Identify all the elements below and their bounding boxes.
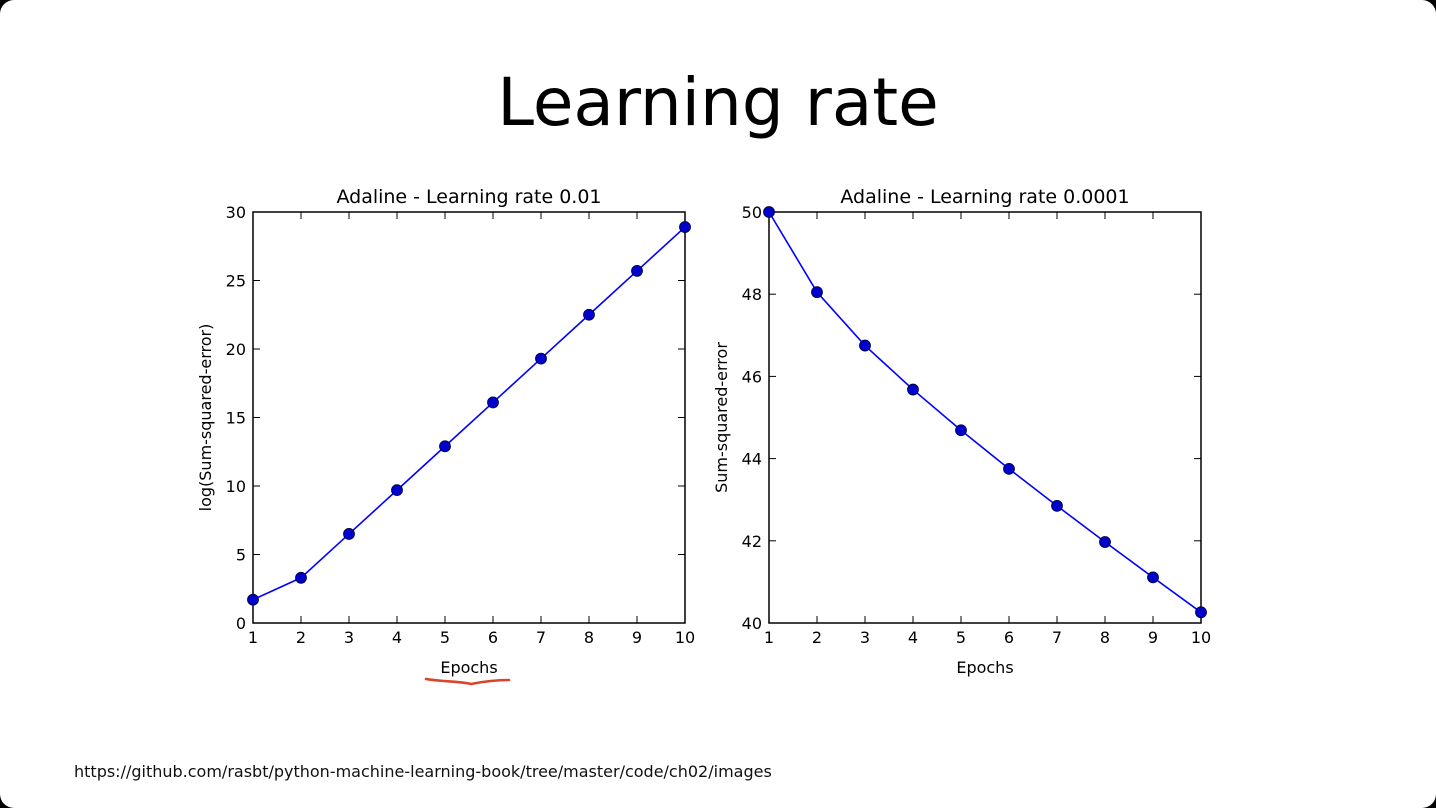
y-axis-label: log(Sum-squared-error): [196, 324, 215, 512]
data-point: [247, 593, 259, 606]
y-axis-label: Sum-squared-error: [712, 342, 731, 493]
data-point: [1099, 536, 1111, 548]
x-tick-label: 5: [956, 628, 966, 647]
x-tick-label: 9: [1148, 628, 1158, 647]
chart-1: Adaline - Learning rate 0.01 1 2 3 4 5 6 7 8 9 10 0…: [196, 186, 695, 686]
x-tick-label: 3: [344, 628, 354, 647]
data-point: [1003, 462, 1015, 475]
x-tick-label: 10: [675, 628, 695, 647]
data-point: [343, 528, 355, 540]
x-tick-label: 7: [536, 628, 546, 647]
y-tick-label: 30: [226, 203, 246, 222]
data-point: [907, 383, 919, 396]
chart-title: Adaline - Learning rate 0.0001: [840, 186, 1129, 208]
data-point: [1051, 499, 1063, 512]
y-tick-label: 0: [236, 614, 246, 633]
y-tick-label: 10: [226, 477, 246, 496]
x-tick-label: 9: [632, 628, 642, 647]
data-point: [631, 265, 643, 277]
y-tick-label: 5: [236, 546, 246, 565]
chart-2: Adaline - Learning rate 0.0001 1 2 3 4 5 6 7 8 9 1…: [712, 186, 1211, 677]
y-tick-label: 20: [226, 340, 246, 359]
x-tick-label: 3: [860, 628, 870, 647]
y-tick-label: 40: [742, 614, 762, 633]
x-tick-label: 1: [248, 628, 258, 647]
data-point: [679, 221, 691, 233]
data-point: [295, 571, 307, 584]
y-tick-label: 48: [742, 285, 762, 304]
y-tick-label: 44: [742, 450, 762, 469]
x-tick-label: 8: [584, 628, 594, 647]
x-tick-label: 4: [908, 628, 918, 647]
x-tick-label: 2: [812, 628, 822, 647]
slide-title: Learning rate: [497, 64, 939, 141]
data-point: [583, 308, 595, 321]
x-tick-label: 7: [1052, 628, 1062, 647]
series-line: [252, 226, 686, 601]
chart-title: Adaline - Learning rate 0.01: [336, 186, 601, 208]
x-tick-label: 10: [1191, 628, 1211, 647]
data-point: [811, 286, 823, 299]
data-point: [487, 396, 499, 409]
plot-frame: [768, 211, 1202, 624]
x-tick-label: 6: [488, 628, 498, 647]
y-tick-label: 42: [742, 532, 762, 551]
data-point: [1147, 571, 1159, 584]
data-point: [763, 206, 775, 218]
x-axis-label: Epochs: [440, 658, 497, 677]
data-point: [439, 440, 451, 453]
y-tick-label: 25: [226, 272, 246, 291]
data-point: [859, 339, 871, 352]
y-tick-label: 15: [226, 409, 246, 428]
y-tick-label: 50: [742, 203, 762, 222]
x-tick-label: 8: [1100, 628, 1110, 647]
series-line: [768, 211, 1202, 613]
data-point: [535, 352, 547, 365]
data-point: [1195, 606, 1207, 619]
y-tick-label: 46: [742, 367, 762, 386]
data-point: [391, 484, 403, 497]
x-tick-label: 2: [296, 628, 306, 647]
data-point: [955, 424, 967, 437]
annotation-underline: [424, 677, 511, 686]
source-url: https://github.com/rasbt/python-machine-…: [74, 762, 772, 781]
x-tick-label: 5: [440, 628, 450, 647]
x-tick-label: 4: [392, 628, 402, 647]
plot-frame: [252, 211, 686, 624]
x-axis-label: Epochs: [956, 658, 1013, 677]
x-tick-label: 6: [1004, 628, 1014, 647]
x-tick-label: 1: [764, 628, 774, 647]
